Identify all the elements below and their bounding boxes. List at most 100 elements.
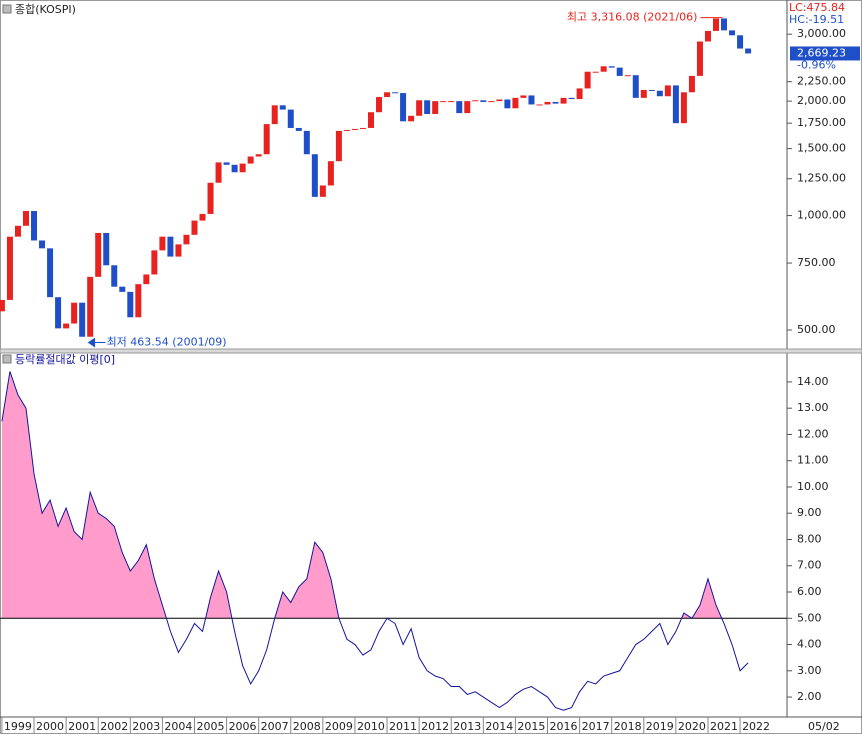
candle-body (568, 97, 575, 100)
x-tick-label: 2005 (196, 720, 224, 733)
hc-label: HC:-19.51 (789, 13, 844, 26)
candle-body (119, 286, 126, 292)
x-tick-label: 2012 (421, 720, 449, 733)
y-tick-label: 1,000.00 (797, 209, 846, 222)
last-price-box (790, 46, 860, 61)
candle-body (464, 101, 471, 114)
candle-body (343, 129, 350, 131)
candle-body (55, 297, 62, 329)
candle-body (47, 248, 54, 298)
candle-body (600, 66, 607, 72)
annotation: 최고 3,316.08 (2021/06) (567, 11, 698, 24)
y-tick-label: 7.00 (797, 559, 822, 572)
candle-body (103, 232, 110, 266)
x-tick-label: 2010 (357, 720, 385, 733)
y-tick-label: 3,000.00 (797, 27, 846, 40)
panel-separator (0, 348, 862, 354)
candle-body (0, 299, 5, 312)
candle-body (745, 48, 752, 54)
candle-body (359, 127, 366, 129)
candle-body (696, 41, 703, 76)
candle-body (247, 156, 254, 164)
x-tick-label: 2017 (582, 720, 610, 733)
candle-body (127, 291, 134, 318)
x-tick-label: 2022 (742, 720, 770, 733)
candle-body (167, 236, 174, 257)
x-tick-label: 2003 (132, 720, 160, 733)
candle-body (215, 162, 222, 183)
candle-body (63, 323, 70, 329)
candle-body (616, 67, 623, 76)
candle-body (279, 105, 286, 110)
candle-body (14, 225, 21, 237)
line (1, 371, 749, 711)
x-tick-label: 2015 (517, 720, 545, 733)
y-tick-label: 750.00 (797, 256, 836, 269)
candle-body (335, 130, 342, 162)
candle-body (6, 236, 13, 300)
last-price-label: 2,669.23 (797, 46, 846, 59)
x-tick-label: 2006 (229, 720, 257, 733)
candle-body (287, 109, 294, 128)
candle-body (536, 104, 543, 106)
candle-body (87, 276, 94, 337)
candle-body (721, 18, 728, 31)
candle-body (680, 92, 687, 124)
area-fill (1, 371, 749, 619)
candle-body (327, 161, 334, 186)
candle-body (271, 105, 278, 125)
candle-body (448, 101, 455, 103)
panel-icon (2, 354, 12, 364)
candle-body (239, 163, 246, 173)
annotation-arrow (87, 337, 106, 348)
annotation: 최저 463.54 (2001/09) (107, 336, 227, 349)
candle-body (199, 213, 206, 221)
candle-body (376, 97, 383, 113)
candle-body (384, 92, 391, 98)
candle-body (183, 234, 190, 245)
candle-body (504, 99, 511, 109)
candle-body (608, 66, 615, 68)
candle-body (496, 99, 503, 102)
candle-body (319, 185, 326, 197)
candle-body (71, 302, 78, 324)
candle-body (632, 75, 639, 98)
candle-body (263, 124, 270, 155)
candle-body (472, 100, 479, 102)
x-tick-label: 2016 (550, 720, 578, 733)
y-tick-label: 9.00 (797, 506, 822, 519)
candle-body (39, 240, 46, 249)
y-tick-label: 2,250.00 (797, 75, 846, 88)
x-tick-label: 2014 (485, 720, 513, 733)
candle-body (712, 18, 719, 31)
y-tick-label: 1,750.00 (797, 116, 846, 129)
y-tick-label: 3.00 (797, 664, 822, 677)
candle-body (79, 302, 86, 337)
y-tick-label: 13.00 (797, 401, 829, 414)
candle-body (432, 101, 439, 114)
y-tick-label: 11.00 (797, 454, 829, 467)
candle-body (151, 250, 158, 275)
candle-body (223, 162, 230, 165)
candle-body (351, 128, 358, 130)
x-tick-label: 2013 (453, 720, 481, 733)
candle-body (111, 265, 118, 287)
x-tick-label: 1999 (4, 720, 32, 733)
x-end-label: 05/02 (808, 720, 840, 733)
candle-body (22, 211, 29, 226)
y-tick-label: 6.00 (797, 585, 822, 598)
candle-body (392, 92, 399, 94)
candle-body (367, 112, 374, 128)
lc-label: LC:475.84 (789, 1, 845, 14)
candle-body (544, 101, 551, 105)
candle-body (737, 35, 744, 49)
y-tick-label: 1,500.00 (797, 142, 846, 155)
candle-body (143, 274, 150, 285)
candle-body (408, 115, 415, 122)
candle-body (688, 75, 695, 93)
candle-body (255, 154, 262, 157)
x-tick-label: 2002 (100, 720, 128, 733)
x-tick-label: 2008 (293, 720, 321, 733)
candle-body (416, 100, 423, 116)
